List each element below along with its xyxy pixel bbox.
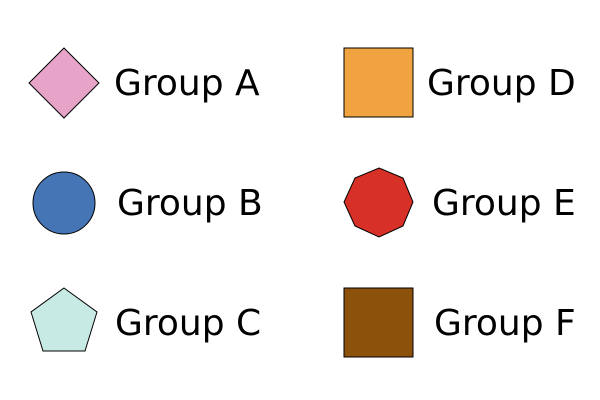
legend-label-group-f: Group F [434,303,576,344]
legend-label-group-c: Group C [115,303,262,344]
legend-label-group-b: Group B [117,183,263,224]
square-icon [343,287,414,358]
octagon-icon [343,167,414,238]
circle-icon [32,171,96,235]
pentagon-icon [30,287,98,352]
diamond-icon [28,47,100,119]
legend-label-group-e: Group E [432,183,576,224]
legend-label-group-a: Group A [114,63,260,104]
square-icon [343,47,414,118]
legend-label-group-d: Group D [427,63,576,104]
